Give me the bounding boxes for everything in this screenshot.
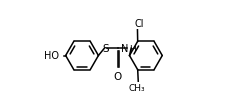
Text: Cl: Cl <box>134 19 144 28</box>
Text: HO: HO <box>45 51 59 61</box>
Text: N: N <box>121 44 129 54</box>
Text: CH₃: CH₃ <box>128 84 145 92</box>
Text: S: S <box>103 44 109 54</box>
Text: H: H <box>130 44 136 53</box>
Text: O: O <box>113 71 122 81</box>
